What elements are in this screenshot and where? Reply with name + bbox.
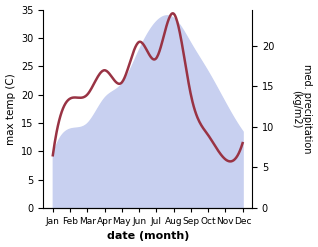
X-axis label: date (month): date (month) [107, 231, 189, 242]
Y-axis label: max temp (C): max temp (C) [5, 73, 16, 144]
Y-axis label: med. precipitation
(kg/m2): med. precipitation (kg/m2) [291, 64, 313, 153]
